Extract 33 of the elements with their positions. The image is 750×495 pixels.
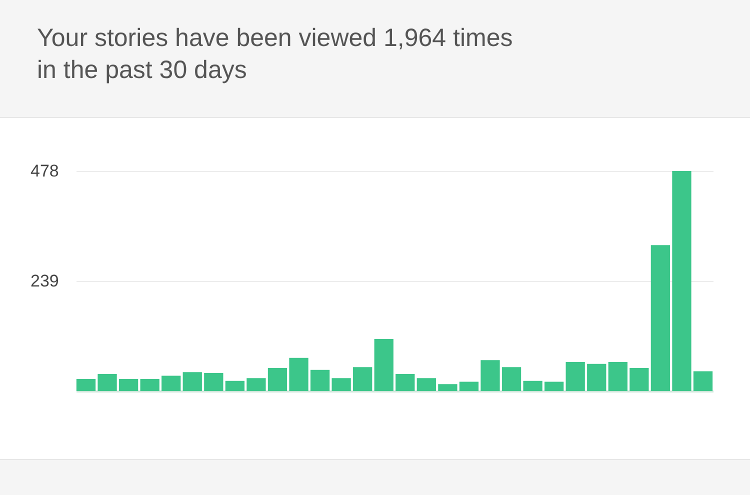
y-tick-label: 478 [30, 162, 59, 180]
bar [544, 382, 564, 391]
bar [310, 370, 330, 391]
y-tick-label: 239 [30, 272, 59, 290]
bar [650, 245, 670, 391]
bar [502, 367, 522, 391]
bar [608, 362, 628, 391]
bar [118, 379, 138, 391]
bar [162, 376, 181, 391]
bar [140, 379, 160, 391]
bar [332, 378, 351, 391]
bar [289, 358, 308, 391]
bar [98, 374, 117, 391]
bar [268, 368, 288, 391]
bar [587, 364, 606, 391]
bar [566, 362, 585, 391]
bar [480, 360, 500, 391]
bar [630, 368, 649, 391]
bar [353, 367, 372, 391]
bar [459, 382, 479, 391]
bar [374, 338, 394, 391]
bar [672, 171, 692, 391]
bar [438, 384, 458, 391]
bar [182, 372, 202, 391]
bar [76, 379, 96, 391]
bar [416, 378, 436, 391]
bar [204, 373, 224, 391]
bar [523, 380, 542, 391]
bar [396, 374, 415, 391]
bar [246, 378, 266, 391]
bar [693, 371, 713, 391]
chart-title: Your stories have been viewed 1,964 times in the past 30 days [0, 0, 530, 117]
bar [225, 380, 245, 391]
